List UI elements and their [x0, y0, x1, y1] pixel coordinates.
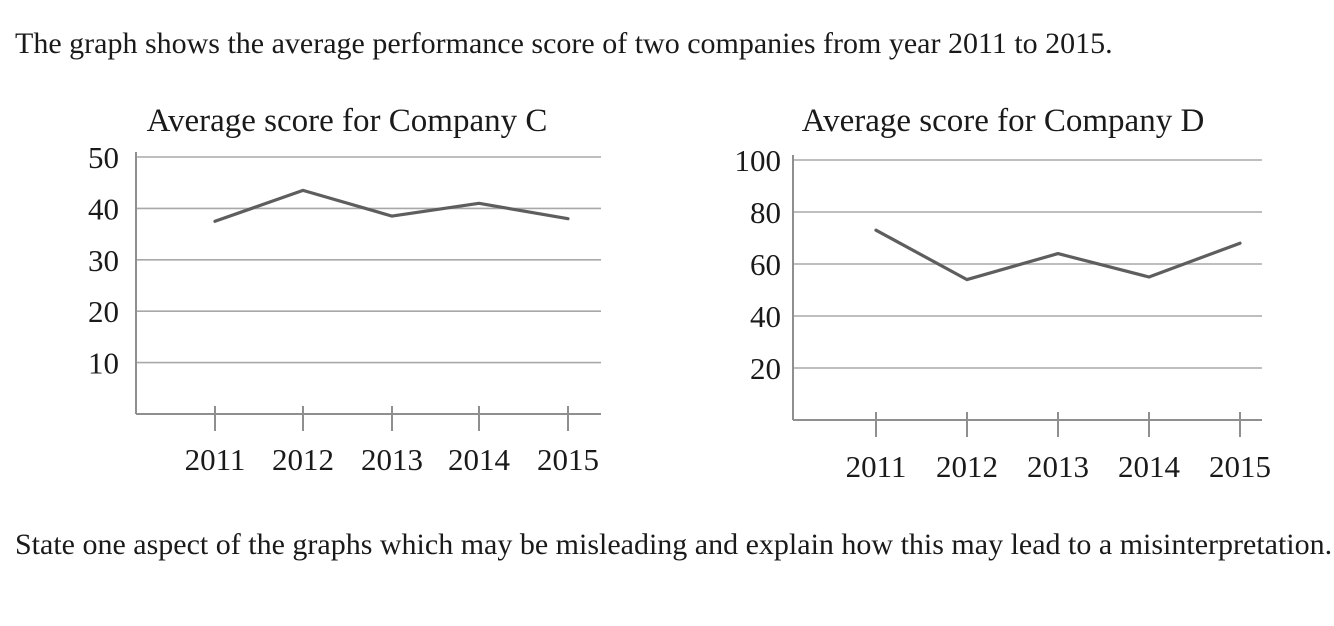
- intro-text: The graph shows the average performance …: [15, 27, 1113, 60]
- line-charts-canvas: 10 20 30 40 50 2011 2012 2013 2014 2015 20 40 60 80 10…: [88, 140, 1272, 484]
- chart-d-plot: 20 40 60 80 100 2011 2012 2013 2014 2015: [735, 143, 1272, 484]
- x-tick-label: 2015: [1209, 449, 1271, 484]
- y-tick-label: 100: [735, 143, 782, 178]
- y-tick-label: 40: [750, 299, 781, 334]
- series-line: [874, 228, 1242, 282]
- y-tick-label: 10: [88, 346, 119, 381]
- x-tick-label: 2013: [361, 442, 423, 477]
- x-tick-label: 2014: [1118, 449, 1181, 484]
- chart-c-title: Average score for Company C: [146, 103, 548, 139]
- y-tick-label: 30: [88, 243, 119, 278]
- x-tick-label: 2011: [846, 449, 907, 484]
- x-tick-label: 2014: [448, 442, 511, 477]
- y-tick-label: 40: [88, 191, 119, 226]
- x-tick-label: 2011: [185, 442, 246, 477]
- x-tick-label: 2015: [537, 442, 599, 477]
- y-tick-label: 80: [750, 195, 781, 230]
- x-tick-label: 2012: [272, 442, 334, 477]
- y-tick-label: 20: [750, 351, 781, 386]
- x-tick-label: 2013: [1027, 449, 1089, 484]
- question-text: State one aspect of the graphs which may…: [15, 528, 1333, 561]
- chart-c-plot: 10 20 30 40 50 2011 2012 2013 2014 2015: [88, 140, 601, 477]
- y-tick-label: 60: [750, 247, 781, 282]
- x-tick-label: 2012: [936, 449, 998, 484]
- series-line: [213, 188, 570, 223]
- y-tick-label: 50: [88, 140, 119, 175]
- y-tick-label: 20: [88, 294, 119, 329]
- chart-d-title: Average score for Company D: [801, 103, 1205, 139]
